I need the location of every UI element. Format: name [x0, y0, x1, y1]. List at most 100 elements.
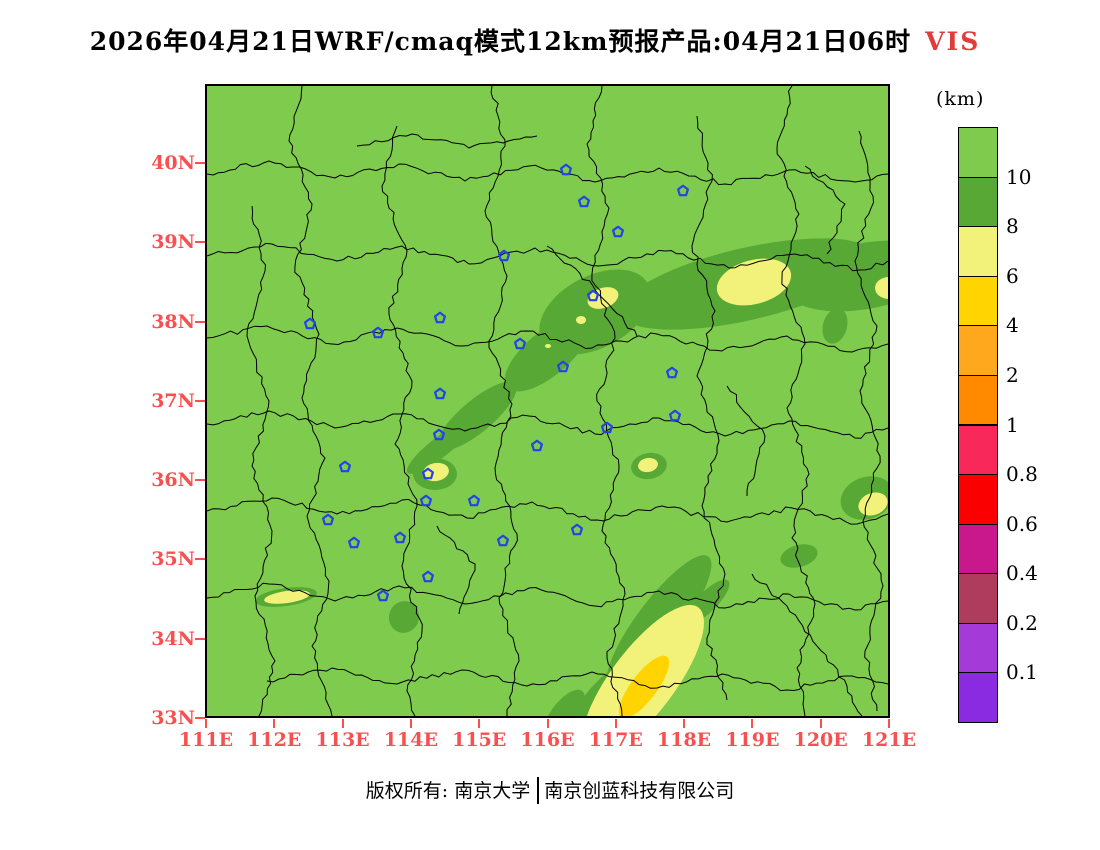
colorbar-tick-label: 8 [1006, 214, 1019, 239]
lat-label: 40N [151, 152, 195, 174]
colorbar-segment [958, 176, 998, 228]
lat-tick [195, 162, 205, 164]
colorbar-tick-label: 0.8 [1006, 462, 1038, 487]
city-marker-icon [433, 428, 445, 441]
city-marker-icon [514, 337, 526, 350]
lat-label: 38N [151, 310, 195, 333]
admin-boundary [484, 86, 520, 716]
admin-boundary [207, 582, 888, 611]
city-marker-icon [394, 531, 406, 544]
lon-label: 111E [178, 729, 234, 751]
lat-tick [195, 320, 205, 323]
visibility-contour-dark [786, 240, 888, 312]
city-marker-icon [339, 460, 351, 473]
admin-boundary [246, 205, 276, 716]
lon-label: 121E [861, 729, 917, 751]
lon-label: 114E [383, 729, 438, 751]
colorbar-segment [958, 622, 998, 674]
copyright-owner: 版权所有: 南京大学 [365, 780, 531, 802]
lat-label: 36N [151, 469, 195, 492]
footer-divider [537, 777, 540, 804]
colorbar-tick-label: 6 [1006, 263, 1019, 288]
lon-label: 115E [452, 729, 507, 751]
map-background [207, 86, 888, 716]
city-marker-icon [531, 439, 543, 452]
colorbar-unit-label: (km) [936, 88, 985, 110]
lon-tick [341, 719, 344, 728]
colorbar-tick-label: 0.4 [1006, 561, 1038, 586]
admin-boundary [546, 245, 638, 337]
colorbar-tick-label: 10 [1006, 164, 1032, 189]
city-marker-icon [587, 289, 599, 302]
colorbar-tick-label: 0.1 [1006, 660, 1038, 685]
colorbar-tick-label: 0.2 [1006, 610, 1038, 635]
lon-label: 119E [725, 729, 780, 751]
colorbar-segment [958, 325, 998, 376]
admin-boundary [207, 497, 888, 525]
city-marker-icon [560, 163, 572, 176]
lat-label: 35N [151, 548, 195, 571]
visibility-contour-gold [618, 655, 670, 716]
lon-tick [683, 719, 686, 728]
lat-tick [195, 241, 205, 244]
admin-boundary [776, 86, 816, 716]
city-marker-icon [434, 387, 446, 400]
city-marker-icon [666, 366, 678, 379]
lat-tick [195, 479, 205, 482]
page-title: 2026年04月21日WRF/cmaq模式12km预报产品:04月21日06时 V… [0, 22, 1070, 58]
admin-boundary [207, 410, 888, 439]
visibility-contour-dark [780, 544, 818, 568]
lon-tick [205, 719, 207, 728]
city-marker-icon [434, 311, 446, 324]
admin-boundary [356, 133, 538, 149]
lon-label: 112E [247, 729, 302, 751]
admin-boundary [804, 165, 846, 255]
colorbar-segment [958, 226, 998, 277]
lon-tick [819, 719, 822, 728]
lon-tick [888, 719, 890, 728]
city-marker-icon [420, 494, 432, 507]
lat-label: 39N [151, 231, 195, 254]
admin-boundary [207, 160, 888, 186]
copyright-footer: 版权所有: 南京大学 南京创蓝科技有限公司 [0, 776, 1100, 807]
lat-tick [195, 558, 205, 561]
city-marker-icon [578, 195, 590, 208]
visibility-contour-dark [388, 601, 420, 633]
visibility-contour-pale [264, 590, 310, 604]
admin-boundary [751, 573, 863, 716]
colorbar-segment [958, 523, 998, 575]
admin-boundary [207, 242, 888, 272]
colorbar-tick-label: 1 [1006, 412, 1019, 437]
city-marker-icon [377, 589, 389, 602]
admin-boundary [436, 525, 476, 615]
visibility-contour-pale [638, 457, 658, 473]
lon-label: 118E [657, 729, 712, 751]
lon-tick [478, 719, 481, 728]
colorbar-segment [958, 374, 998, 426]
colorbar-tick-label: 0.6 [1006, 511, 1038, 536]
city-marker-icon [422, 467, 434, 480]
city-marker-icon [372, 326, 384, 339]
lat-label: 33N [151, 706, 195, 729]
admin-boundary [854, 130, 884, 712]
admin-boundary [726, 385, 766, 497]
city-marker-icon [468, 494, 480, 507]
admin-boundary [207, 325, 888, 353]
admin-boundary [266, 667, 888, 692]
title-text: 2026年04月21日WRF/cmaq模式12km预报产品:04月21日06时 [89, 27, 912, 56]
city-marker-icon [498, 249, 510, 262]
visibility-contour-dark [504, 316, 590, 392]
colorbar-tick-label: 2 [1006, 362, 1019, 387]
colorbar-segment [958, 275, 998, 327]
colorbar-segment [958, 424, 998, 476]
city-marker-icon [348, 536, 360, 549]
city-marker-icon [571, 523, 583, 536]
visibility-contour-dark [543, 689, 585, 716]
colorbar [958, 127, 998, 723]
city-marker-icon [601, 421, 613, 434]
visibility-contour-dark [822, 308, 848, 344]
admin-boundary [381, 125, 423, 716]
admin-boundary [288, 86, 333, 716]
admin-boundary [691, 115, 728, 701]
